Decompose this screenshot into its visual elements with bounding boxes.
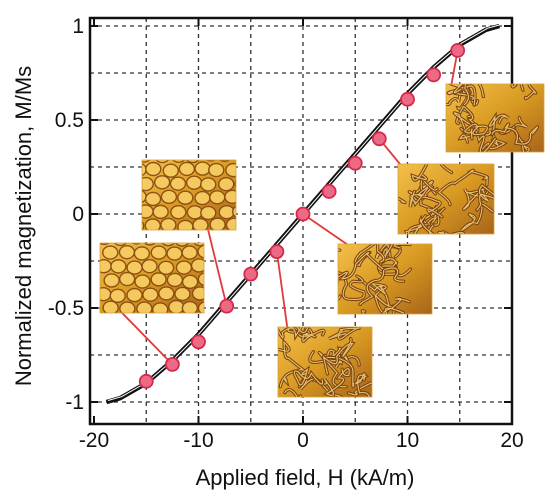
y-tick-label: 0 (72, 203, 84, 226)
data-point (321, 184, 337, 199)
domain-inset-labyrinth (397, 163, 495, 235)
leader-line (206, 228, 228, 307)
plot-frame (88, 16, 514, 426)
domain-inset-labyrinth (445, 83, 545, 153)
domain-inset-labyrinth (277, 326, 373, 398)
y-tick-label: 1 (72, 15, 84, 38)
domain-inset-cells (99, 242, 205, 314)
data-point (295, 206, 311, 222)
x-tick-label: 0 (297, 429, 309, 452)
x-tick-label: 20 (500, 429, 523, 452)
data-point (400, 91, 415, 107)
data-points (138, 43, 466, 389)
y-tick-label: -1 (65, 391, 84, 414)
data-point (138, 373, 154, 389)
domain-inset-labyrinth (337, 243, 433, 315)
leader-line (120, 310, 174, 366)
ticks: -20 -10 0 10 20 -1 -0.5 0 0.5 1 (48, 15, 524, 452)
data-point (269, 244, 285, 260)
data-point (243, 266, 259, 282)
domain-insets (99, 83, 545, 398)
x-tick-label: -10 (183, 429, 213, 452)
data-point (371, 131, 387, 147)
y-tick-label: 0.5 (55, 109, 84, 132)
y-tick-label: -0.5 (48, 297, 84, 320)
x-tick-label: 10 (396, 429, 419, 452)
data-point (191, 334, 206, 350)
data-point (164, 356, 180, 372)
y-axis-title: Normalized magnetization, M/Ms (11, 66, 36, 386)
x-axis-title: Applied field, H (kA/m) (196, 465, 415, 490)
data-point (347, 155, 363, 171)
data-point (426, 67, 442, 83)
data-point (219, 298, 235, 314)
x-tick-label: -20 (79, 429, 109, 452)
leader-lines (120, 50, 459, 366)
domain-inset-cells (141, 159, 237, 231)
leader-line (275, 251, 289, 329)
data-point (450, 43, 466, 58)
